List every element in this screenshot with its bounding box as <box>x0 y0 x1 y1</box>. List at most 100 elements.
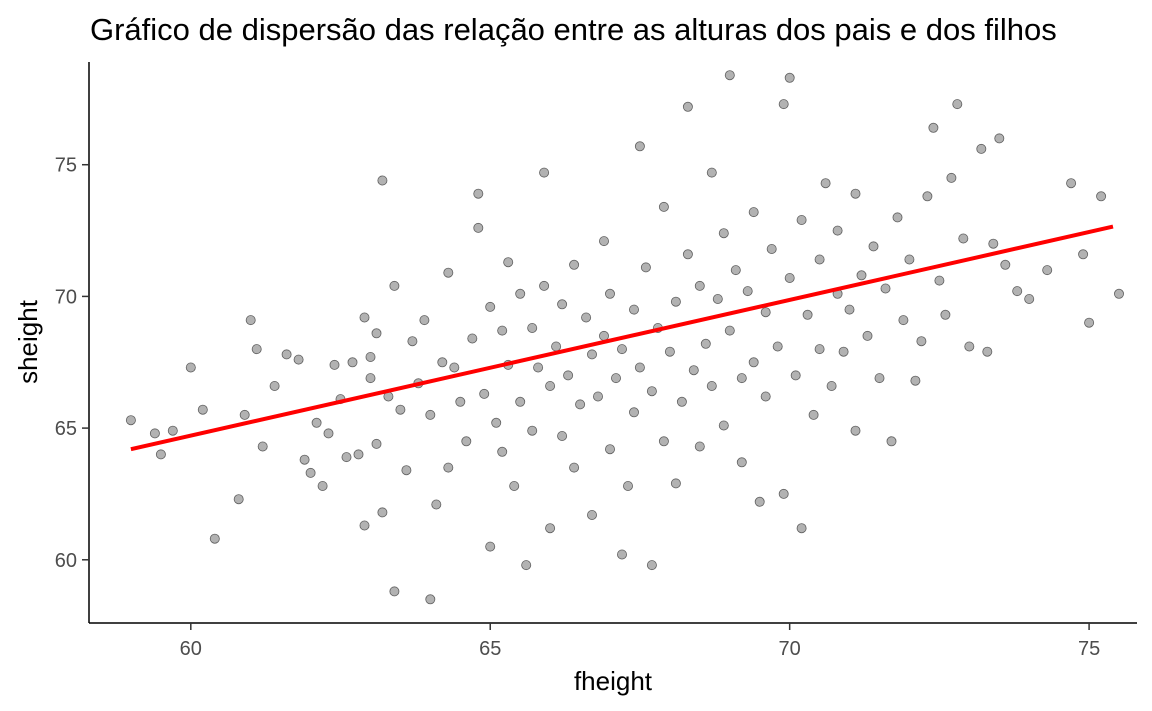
scatter-point <box>976 143 987 154</box>
scatter-point <box>431 499 442 510</box>
scatter-point <box>491 417 502 428</box>
scatter-point <box>862 330 873 341</box>
scatter-point <box>317 480 328 491</box>
scatter-point <box>545 523 556 534</box>
scatter-point <box>527 425 538 436</box>
x-axis-ticks: 60 65 70 75 <box>180 623 1100 660</box>
scatter-point <box>940 309 951 320</box>
scatter-point <box>916 336 927 347</box>
scatter-point <box>599 330 610 341</box>
scatter-point <box>820 178 831 189</box>
scatter-point <box>784 272 795 283</box>
y-tick-label: 70 <box>55 286 77 308</box>
scatter-point <box>371 328 382 339</box>
scatter-point <box>694 441 705 452</box>
scatter-point <box>527 322 538 333</box>
scatter-point <box>658 436 669 447</box>
scatter-point <box>503 257 514 268</box>
y-axis-ticks: 60 65 70 75 <box>55 155 89 572</box>
scatter-point <box>808 409 819 420</box>
scatter-point <box>928 122 939 133</box>
scatter-point <box>251 344 262 355</box>
scatter-point <box>670 478 681 489</box>
scatter-point <box>874 373 885 384</box>
scatter-point <box>557 299 568 310</box>
scatter-point <box>479 388 490 399</box>
scatter-point <box>545 380 556 391</box>
scatter-point <box>778 99 789 110</box>
scatter-point <box>742 286 753 297</box>
scatter-point <box>898 315 909 326</box>
scatter-point <box>551 341 562 352</box>
scatter-point <box>958 233 969 244</box>
scatter-point <box>922 191 933 202</box>
scatter-point <box>718 228 729 239</box>
scatter-point <box>760 307 771 318</box>
scatter-point <box>1096 191 1107 202</box>
scatter-point <box>1084 317 1095 328</box>
scatter-point <box>353 449 364 460</box>
scatter-point <box>706 380 717 391</box>
scatter-point <box>443 267 454 278</box>
scatter-point <box>802 309 813 320</box>
scatter-point <box>401 465 412 476</box>
scatter-point <box>293 354 304 365</box>
scatter-point <box>233 494 244 505</box>
scatter-point <box>748 357 759 368</box>
scatter-point <box>617 344 628 355</box>
scatter-point <box>646 386 657 397</box>
scatter-point <box>125 415 136 426</box>
scatter-point <box>257 441 268 452</box>
scatter-point <box>682 101 693 112</box>
scatter-point <box>640 262 651 273</box>
scatter-point <box>395 404 406 415</box>
scatter-point <box>515 288 526 299</box>
scatter-point <box>790 370 801 381</box>
scatter-point <box>634 362 645 373</box>
scatter-point <box>569 259 580 270</box>
scatter-point <box>569 462 580 473</box>
scatter-point <box>1012 286 1023 297</box>
scatter-point <box>311 417 322 428</box>
scatter-point <box>814 344 825 355</box>
scatter-point <box>724 70 735 81</box>
scatter-point <box>539 280 550 291</box>
scatter-point <box>766 243 777 254</box>
scatter-point <box>305 467 316 478</box>
scatter-point <box>1042 265 1053 276</box>
scatter-point <box>155 449 166 460</box>
scatter-point <box>1000 259 1011 270</box>
scatter-point <box>982 346 993 357</box>
scatter-point <box>658 201 669 212</box>
scatter-point <box>473 188 484 199</box>
scatter-point <box>844 304 855 315</box>
scatter-point <box>581 312 592 323</box>
scatter-point <box>455 396 466 407</box>
scatter-point <box>617 549 628 560</box>
x-tick-label: 60 <box>180 638 202 660</box>
scatter-point <box>245 315 256 326</box>
scatter-point <box>365 373 376 384</box>
scatter-point <box>688 365 699 376</box>
scatter-point <box>880 283 891 294</box>
scatter-point <box>533 362 544 373</box>
scatter-point <box>856 270 867 281</box>
scatter-point <box>988 238 999 249</box>
scatter-point <box>449 362 460 373</box>
scatter-point <box>185 362 196 373</box>
scatter-point <box>778 488 789 499</box>
scatter-point <box>736 457 747 468</box>
scatter-point <box>329 359 340 370</box>
scatter-point <box>269 380 280 391</box>
scatter-point <box>557 430 568 441</box>
scatter-point <box>736 373 747 384</box>
scatter-point <box>952 99 963 110</box>
scatter-point <box>760 391 771 402</box>
scatter-point <box>437 357 448 368</box>
scatter-point <box>605 288 616 299</box>
scatter-point <box>826 380 837 391</box>
scatter-point <box>563 370 574 381</box>
scatter-point <box>485 541 496 552</box>
scatter-point <box>539 167 550 178</box>
